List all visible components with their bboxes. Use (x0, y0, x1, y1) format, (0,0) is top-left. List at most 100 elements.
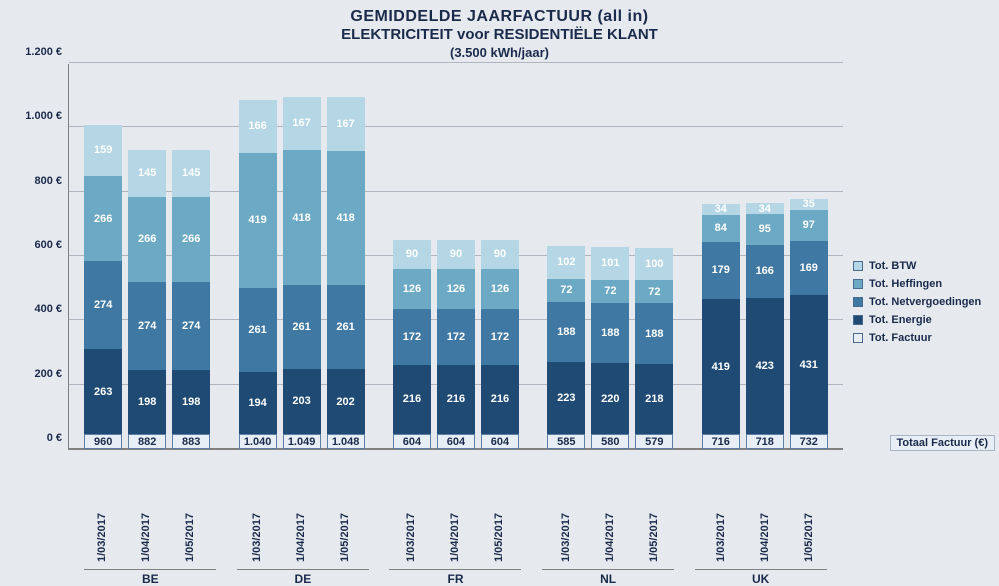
bar-segment-heffingen: 266 (172, 197, 210, 283)
gridline (69, 62, 843, 63)
legend-swatch (853, 315, 863, 325)
bar-segment-energie: 194 (239, 372, 277, 434)
bar-segment-btw: 34 (746, 203, 784, 214)
bar-segment-energie: 223 (547, 362, 585, 434)
stacked-bar: 58522318872102 (547, 246, 585, 449)
bar-total-value: 1.040 (239, 434, 277, 449)
x-tick-date: 1/04/2017 (127, 507, 165, 569)
bar-group-nl: 5852231887210258022018872101579218188721… (547, 246, 673, 449)
bar-segment-netvergoedingen: 188 (591, 303, 629, 363)
chart-area: 0 €200 €400 €600 €800 €1.000 €1.200 € 96… (0, 64, 999, 505)
bar-segment-energie: 216 (481, 365, 519, 434)
bar-total-value: 882 (128, 434, 166, 449)
bar-segment-netvergoedingen: 188 (635, 303, 673, 363)
stacked-bar: 7184231669534 (746, 203, 784, 449)
stacked-bar: 883198274266145 (172, 150, 210, 449)
bar-group-uk: 716419179843471842316695347324311699735 (702, 199, 828, 449)
chart-title: GEMIDDELDE JAARFACTUUR (all in) ELEKTRIC… (0, 0, 999, 64)
stacked-bar: 1.049203261418167 (283, 97, 321, 449)
y-axis: 0 €200 €400 €600 €800 €1.000 €1.200 € (10, 64, 68, 450)
bar-total-value: 1.049 (283, 434, 321, 449)
bar-segment-netvergoedingen: 172 (393, 309, 431, 364)
bar-segment-btw: 90 (393, 240, 431, 269)
bar-segment-btw: 100 (635, 248, 673, 280)
bar-segment-energie: 216 (437, 365, 475, 434)
bar-total-value: 604 (437, 434, 475, 449)
y-tick-label: 200 € (34, 368, 62, 380)
bar-segment-energie: 198 (172, 370, 210, 434)
x-tick-country: UK (695, 569, 827, 586)
x-tick-date: 1/05/2017 (326, 507, 364, 569)
y-tick-label: 1.000 € (25, 110, 62, 122)
x-tick-date: 1/03/2017 (392, 507, 430, 569)
x-tick-date: 1/05/2017 (171, 507, 209, 569)
bar-segment-heffingen: 418 (327, 151, 365, 285)
bar-segment-heffingen: 95 (746, 214, 784, 245)
stacked-bar: 1.040194261419166 (239, 100, 277, 450)
bar-total-value: 716 (702, 434, 740, 449)
title-line-3: (3.500 kWh/jaar) (0, 45, 999, 60)
legend-swatch (853, 297, 863, 307)
bar-segment-energie: 216 (393, 365, 431, 434)
bar-total-value: 718 (746, 434, 784, 449)
bar-segment-netvergoedingen: 261 (327, 285, 365, 369)
stacked-bar: 7324311699735 (790, 199, 828, 449)
legend-item: Tot. Heffingen (853, 278, 993, 290)
stacked-bar: 60421617212690 (437, 240, 475, 449)
x-tick-date: 1/03/2017 (547, 507, 585, 569)
bar-segment-btw: 35 (790, 199, 828, 210)
bar-group-fr: 6042161721269060421617212690604216172126… (393, 240, 519, 449)
bar-group-de: 1.0401942614191661.0492032614181671.0482… (239, 97, 365, 449)
bar-total-value: 585 (547, 434, 585, 449)
bar-segment-netvergoedingen: 172 (437, 309, 475, 364)
bar-segment-netvergoedingen: 261 (239, 288, 277, 372)
bar-segment-heffingen: 72 (591, 280, 629, 303)
bar-segment-energie: 220 (591, 363, 629, 434)
bar-segment-btw: 145 (128, 150, 166, 197)
x-tick-date: 1/05/2017 (635, 507, 673, 569)
bar-segment-heffingen: 126 (437, 269, 475, 310)
bar-segment-energie: 218 (635, 364, 673, 434)
bar-segment-btw: 166 (239, 100, 277, 153)
bar-segment-btw: 34 (702, 204, 740, 215)
title-line-1: GEMIDDELDE JAARFACTUUR (all in) (0, 8, 999, 26)
stacked-bar: 1.048202261418167 (327, 97, 365, 449)
bar-segment-energie: 202 (327, 369, 365, 434)
bar-segment-heffingen: 418 (283, 150, 321, 284)
legend-item: Tot. Netvergoedingen (853, 296, 993, 308)
stacked-bar: 960263274266159 (84, 125, 122, 449)
bar-segment-btw: 102 (547, 246, 585, 279)
bar-total-value: 732 (790, 434, 828, 449)
bar-segment-netvergoedingen: 179 (702, 242, 740, 300)
stacked-bar: 7164191798434 (702, 204, 740, 449)
bar-segment-heffingen: 126 (393, 269, 431, 310)
legend-label: Tot. Energie (869, 314, 932, 326)
bar-segment-btw: 167 (283, 97, 321, 151)
bar-segment-heffingen: 266 (84, 176, 122, 262)
bars-container: 960263274266159 882 1982742661458831982742… (69, 64, 843, 449)
bar-segment-energie: 423 (746, 298, 784, 434)
bar-total-value: 579 (635, 434, 673, 449)
bar-segment-heffingen: 126 (481, 269, 519, 310)
bar-segment-heffingen: 419 (239, 153, 277, 288)
plot-area: 960263274266159 882 1982742661458831982742… (68, 64, 843, 450)
bar-total-value: 604 (481, 434, 519, 449)
y-tick-label: 400 € (34, 303, 62, 315)
legend-label: Tot. Netvergoedingen (869, 296, 981, 308)
x-tick-date: 1/04/2017 (591, 507, 629, 569)
x-tick-date: 1/05/2017 (480, 507, 518, 569)
bar-segment-btw: 167 (327, 97, 365, 151)
x-tick-date: 1/04/2017 (746, 507, 784, 569)
legend-label: Tot. Factuur (869, 332, 932, 344)
bar-segment-heffingen: 72 (635, 280, 673, 303)
stacked-bar: 60421617212690 (481, 240, 519, 449)
bar-segment-netvergoedingen: 166 (746, 245, 784, 298)
bar-segment-btw: 101 (591, 247, 629, 279)
bar-segment-netvergoedingen: 274 (128, 282, 166, 370)
bar-group-be: 960263274266159 882 1982742661458831982742… (84, 125, 210, 449)
bar-total-value: 580 (591, 434, 629, 449)
legend-item: Tot. Energie (853, 314, 993, 326)
bar-total-value: 960 (84, 434, 122, 449)
legend-item: Tot. BTW (853, 260, 993, 272)
bar-total-value: 1.048 (327, 434, 365, 449)
